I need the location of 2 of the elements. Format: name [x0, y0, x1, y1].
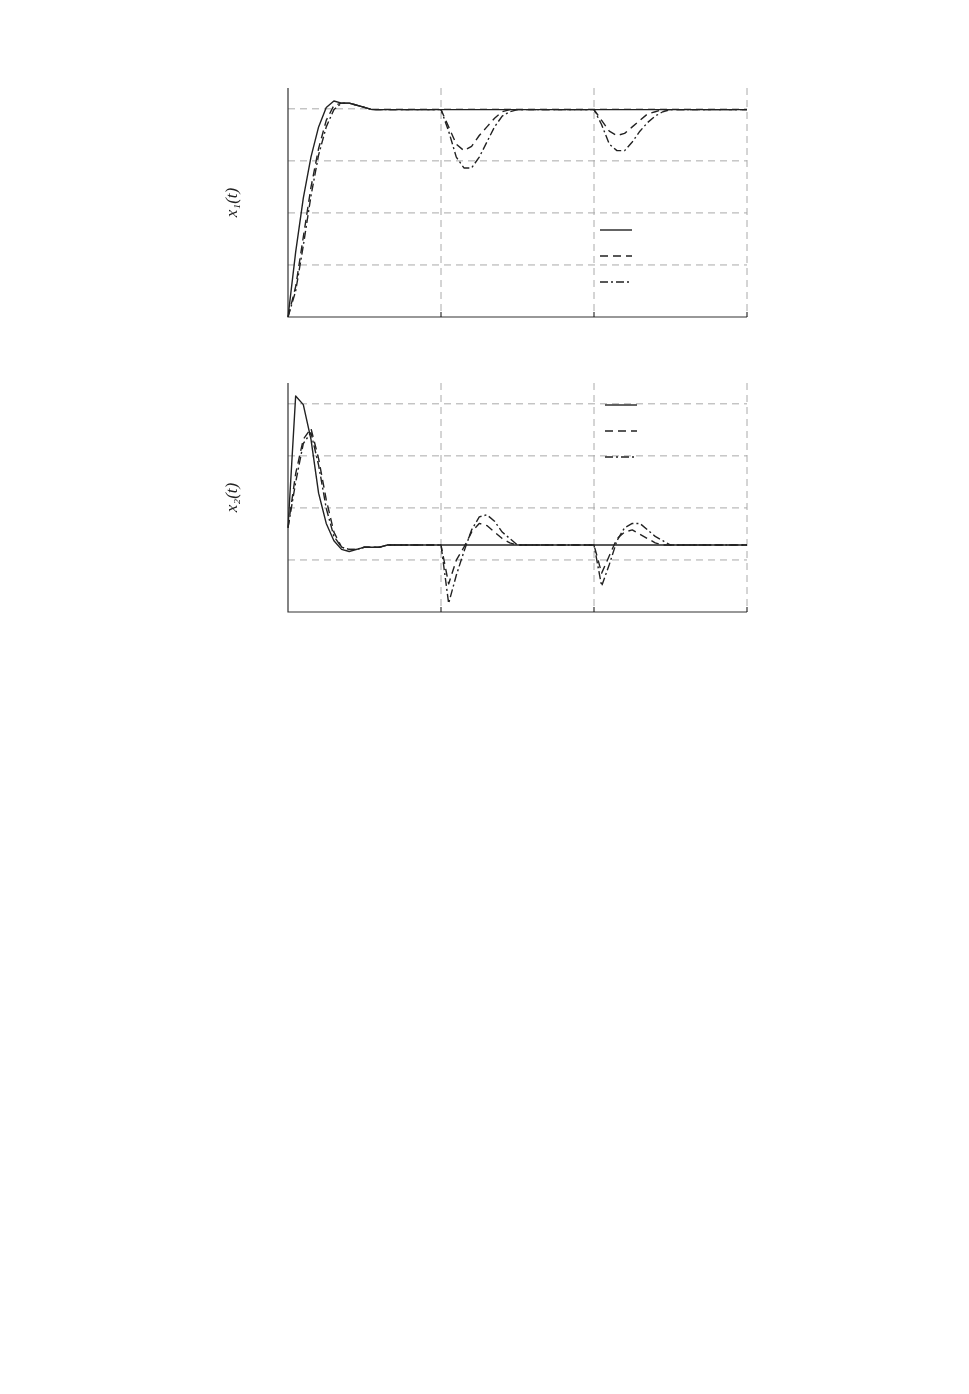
- y-axis-title: x₁(t): [222, 187, 242, 219]
- y-axis-title: x₂(t): [222, 482, 242, 514]
